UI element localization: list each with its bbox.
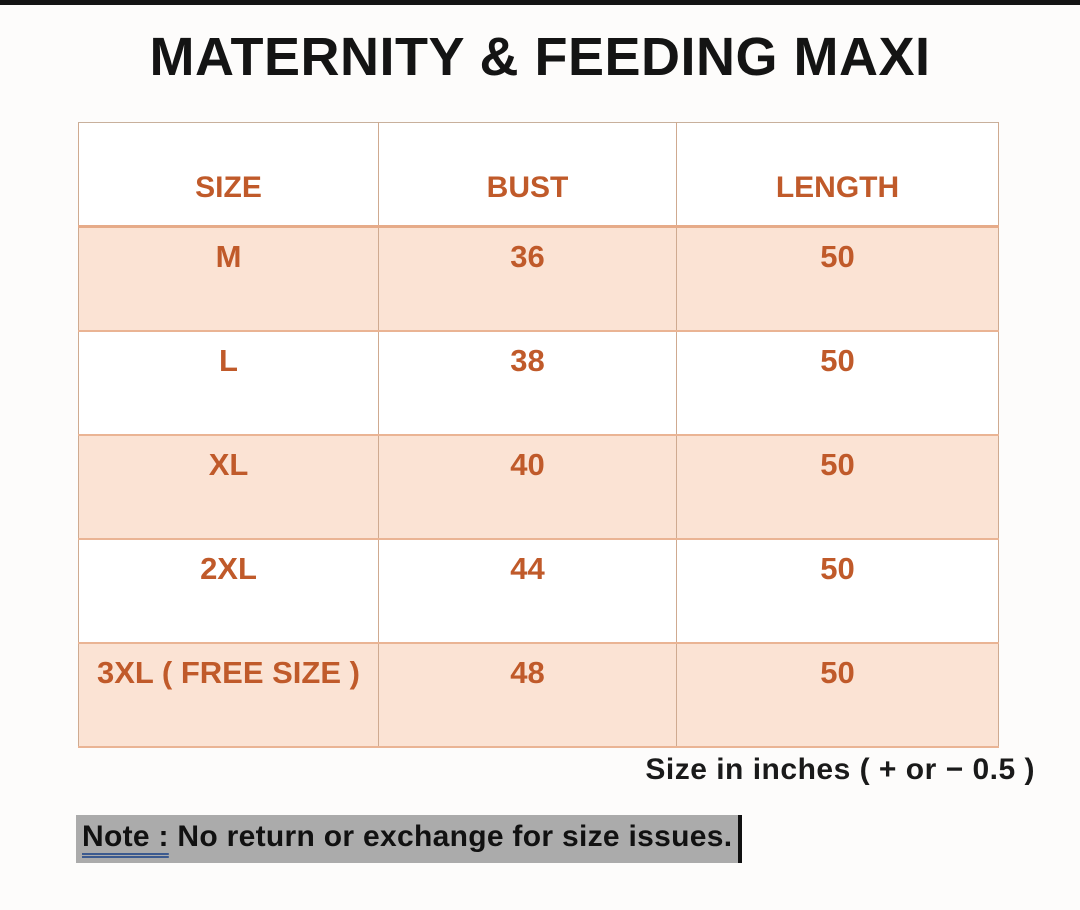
page-title: MATERNITY & FEEDING MAXI [149, 27, 931, 87]
return-policy-note: Note : No return or exchange for size is… [76, 815, 743, 863]
table-cell: 50 [676, 433, 999, 540]
table-cell: 3XL ( FREE SIZE ) [78, 641, 379, 748]
table-cell: 44 [378, 537, 677, 644]
table-cell: M [78, 225, 379, 332]
column-header-bust: BUST [378, 122, 677, 228]
table-cell: 36 [378, 225, 677, 332]
note-label: Note : [82, 820, 169, 853]
table-cell: XL [78, 433, 379, 540]
column-header-length: LENGTH [676, 122, 999, 228]
column-header-size: SIZE [78, 122, 379, 228]
table-cell: 50 [676, 225, 999, 332]
note-text: No return or exchange for size issues. [168, 820, 733, 853]
table-row-m: M 36 50 [78, 225, 999, 332]
top-border-strip [0, 0, 1080, 5]
size-chart-table: SIZE BUST LENGTH M 36 50 L 38 50 XL 40 5… [78, 122, 999, 748]
table-row-xl: XL 40 50 [78, 433, 999, 540]
table-cell: 50 [676, 641, 999, 748]
table-cell: 50 [676, 329, 999, 436]
table-header-row: SIZE BUST LENGTH [78, 122, 999, 228]
size-units-footnote: Size in inches ( + or − 0.5 ) [645, 753, 1035, 786]
table-cell: L [78, 329, 379, 436]
table-cell: 40 [378, 433, 677, 540]
table-cell: 50 [676, 537, 999, 644]
table-row-2xl: 2XL 44 50 [78, 537, 999, 644]
table-row-3xl-free-size: 3XL ( FREE SIZE ) 48 50 [78, 641, 999, 748]
table-row-l: L 38 50 [78, 329, 999, 436]
table-cell: 2XL [78, 537, 379, 644]
table-cell: 48 [378, 641, 677, 748]
table-cell: 38 [378, 329, 677, 436]
